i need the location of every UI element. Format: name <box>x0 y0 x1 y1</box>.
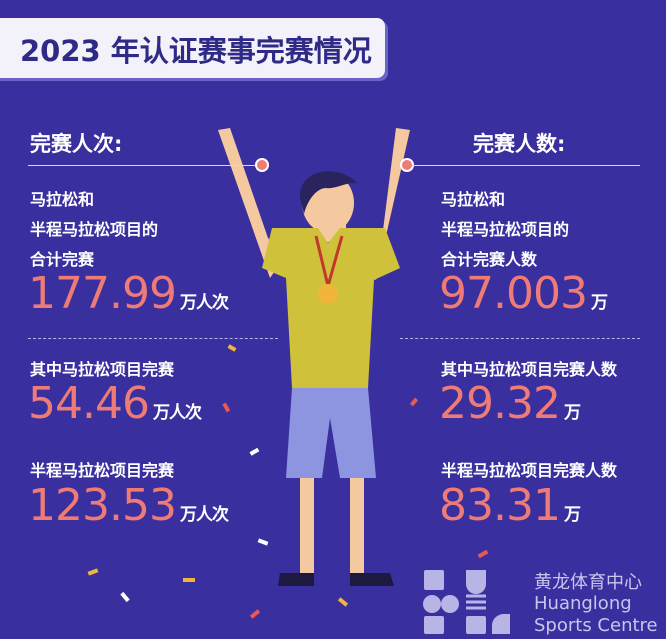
value: 29.32 <box>439 378 561 429</box>
right-total-value: 97.003 万 <box>439 268 608 327</box>
unit: 万人次 <box>179 293 229 313</box>
right-heading: 完赛人数: <box>473 132 566 156</box>
left-heading: 完赛人次: <box>30 132 123 156</box>
value: 54.46 <box>28 378 150 429</box>
left-half-value: 123.53 万人次 <box>28 480 229 539</box>
value: 123.53 <box>28 480 177 531</box>
right-half-label: 半程马拉松项目完赛人数 <box>441 461 618 480</box>
unit: 万 <box>563 403 581 423</box>
logo-name-zh: 黄龙体育中心 <box>534 572 642 593</box>
label-line: 合计完赛人数 <box>441 250 538 269</box>
huanglong-logo-icon <box>423 570 510 634</box>
left-dot <box>255 158 269 172</box>
left-marathon-label: 其中马拉松项目完赛 <box>30 360 175 379</box>
value: 83.31 <box>439 480 561 531</box>
page-title: 2023 年认证赛事完赛情况 <box>20 34 372 68</box>
label-line: 合计完赛 <box>30 250 95 269</box>
left-divider <box>28 165 258 166</box>
right-half-value: 83.31 万 <box>439 480 581 539</box>
logo-name-en-1: Huanglong <box>534 593 632 614</box>
left-dashed-divider <box>28 338 278 339</box>
left-half-label: 半程马拉松项目完赛 <box>30 461 175 480</box>
right-dashed-divider <box>400 338 640 339</box>
unit: 万人次 <box>179 505 229 525</box>
label-line: 马拉松和 <box>441 190 506 209</box>
value: 97.003 <box>439 268 588 319</box>
right-marathon-label: 其中马拉松项目完赛人数 <box>441 360 618 379</box>
right-total-label: 马拉松和 半程马拉松项目的 合计完赛人数 <box>441 185 569 275</box>
label-line: 半程马拉松项目的 <box>441 220 570 239</box>
title-banner <box>0 18 385 78</box>
unit: 万人次 <box>152 403 202 423</box>
left-total-label: 马拉松和 半程马拉松项目的 合计完赛 <box>30 185 158 275</box>
value: 177.99 <box>28 268 177 319</box>
left-total-value: 177.99 万人次 <box>28 268 229 327</box>
runner-illustration <box>218 128 410 586</box>
unit: 万 <box>590 293 608 313</box>
label-line: 半程马拉松项目的 <box>30 220 159 239</box>
right-marathon-value: 29.32 万 <box>439 378 581 437</box>
right-divider <box>412 165 640 166</box>
left-marathon-value: 54.46 万人次 <box>28 378 202 437</box>
label-line: 马拉松和 <box>30 190 95 209</box>
logo-name-en-2: Sports Centre <box>534 615 658 636</box>
unit: 万 <box>563 505 581 525</box>
